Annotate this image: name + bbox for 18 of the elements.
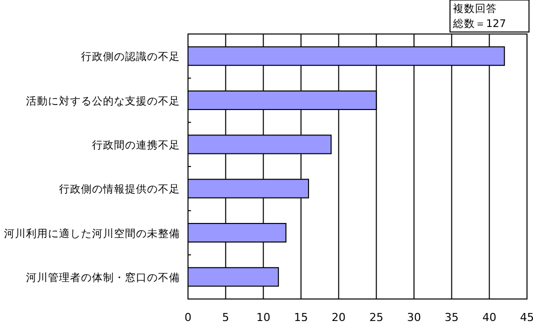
x-tick-label: 45 — [520, 311, 533, 323]
y-tick-label: 河川管理者の体制・窓口の不備 — [26, 270, 180, 284]
y-tick-label: 行政間の連携不足 — [92, 138, 180, 152]
text: 総数＝127 — [452, 18, 506, 30]
x-tick-label: 15 — [294, 311, 308, 323]
text: 複数回答 — [453, 2, 497, 15]
x-tick-label: 30 — [407, 311, 421, 323]
x-tick-label: 10 — [256, 311, 270, 323]
x-tick-label: 20 — [332, 311, 346, 323]
x-tick-label: 40 — [482, 311, 496, 323]
y-tick-label: 活動に対する公的な支援の不足 — [26, 94, 180, 108]
x-tick-label: 0 — [184, 311, 192, 323]
y-tick-label: 河川利用に適した河川空間の未整備 — [4, 226, 180, 240]
y-tick-label: 行政側の認識の不足 — [81, 50, 180, 64]
x-tick-label: 35 — [444, 311, 459, 323]
y-tick-label: 行政側の情報提供の不足 — [59, 182, 180, 196]
x-tick-label: 25 — [369, 311, 384, 323]
x-tick-label: 5 — [222, 311, 230, 323]
